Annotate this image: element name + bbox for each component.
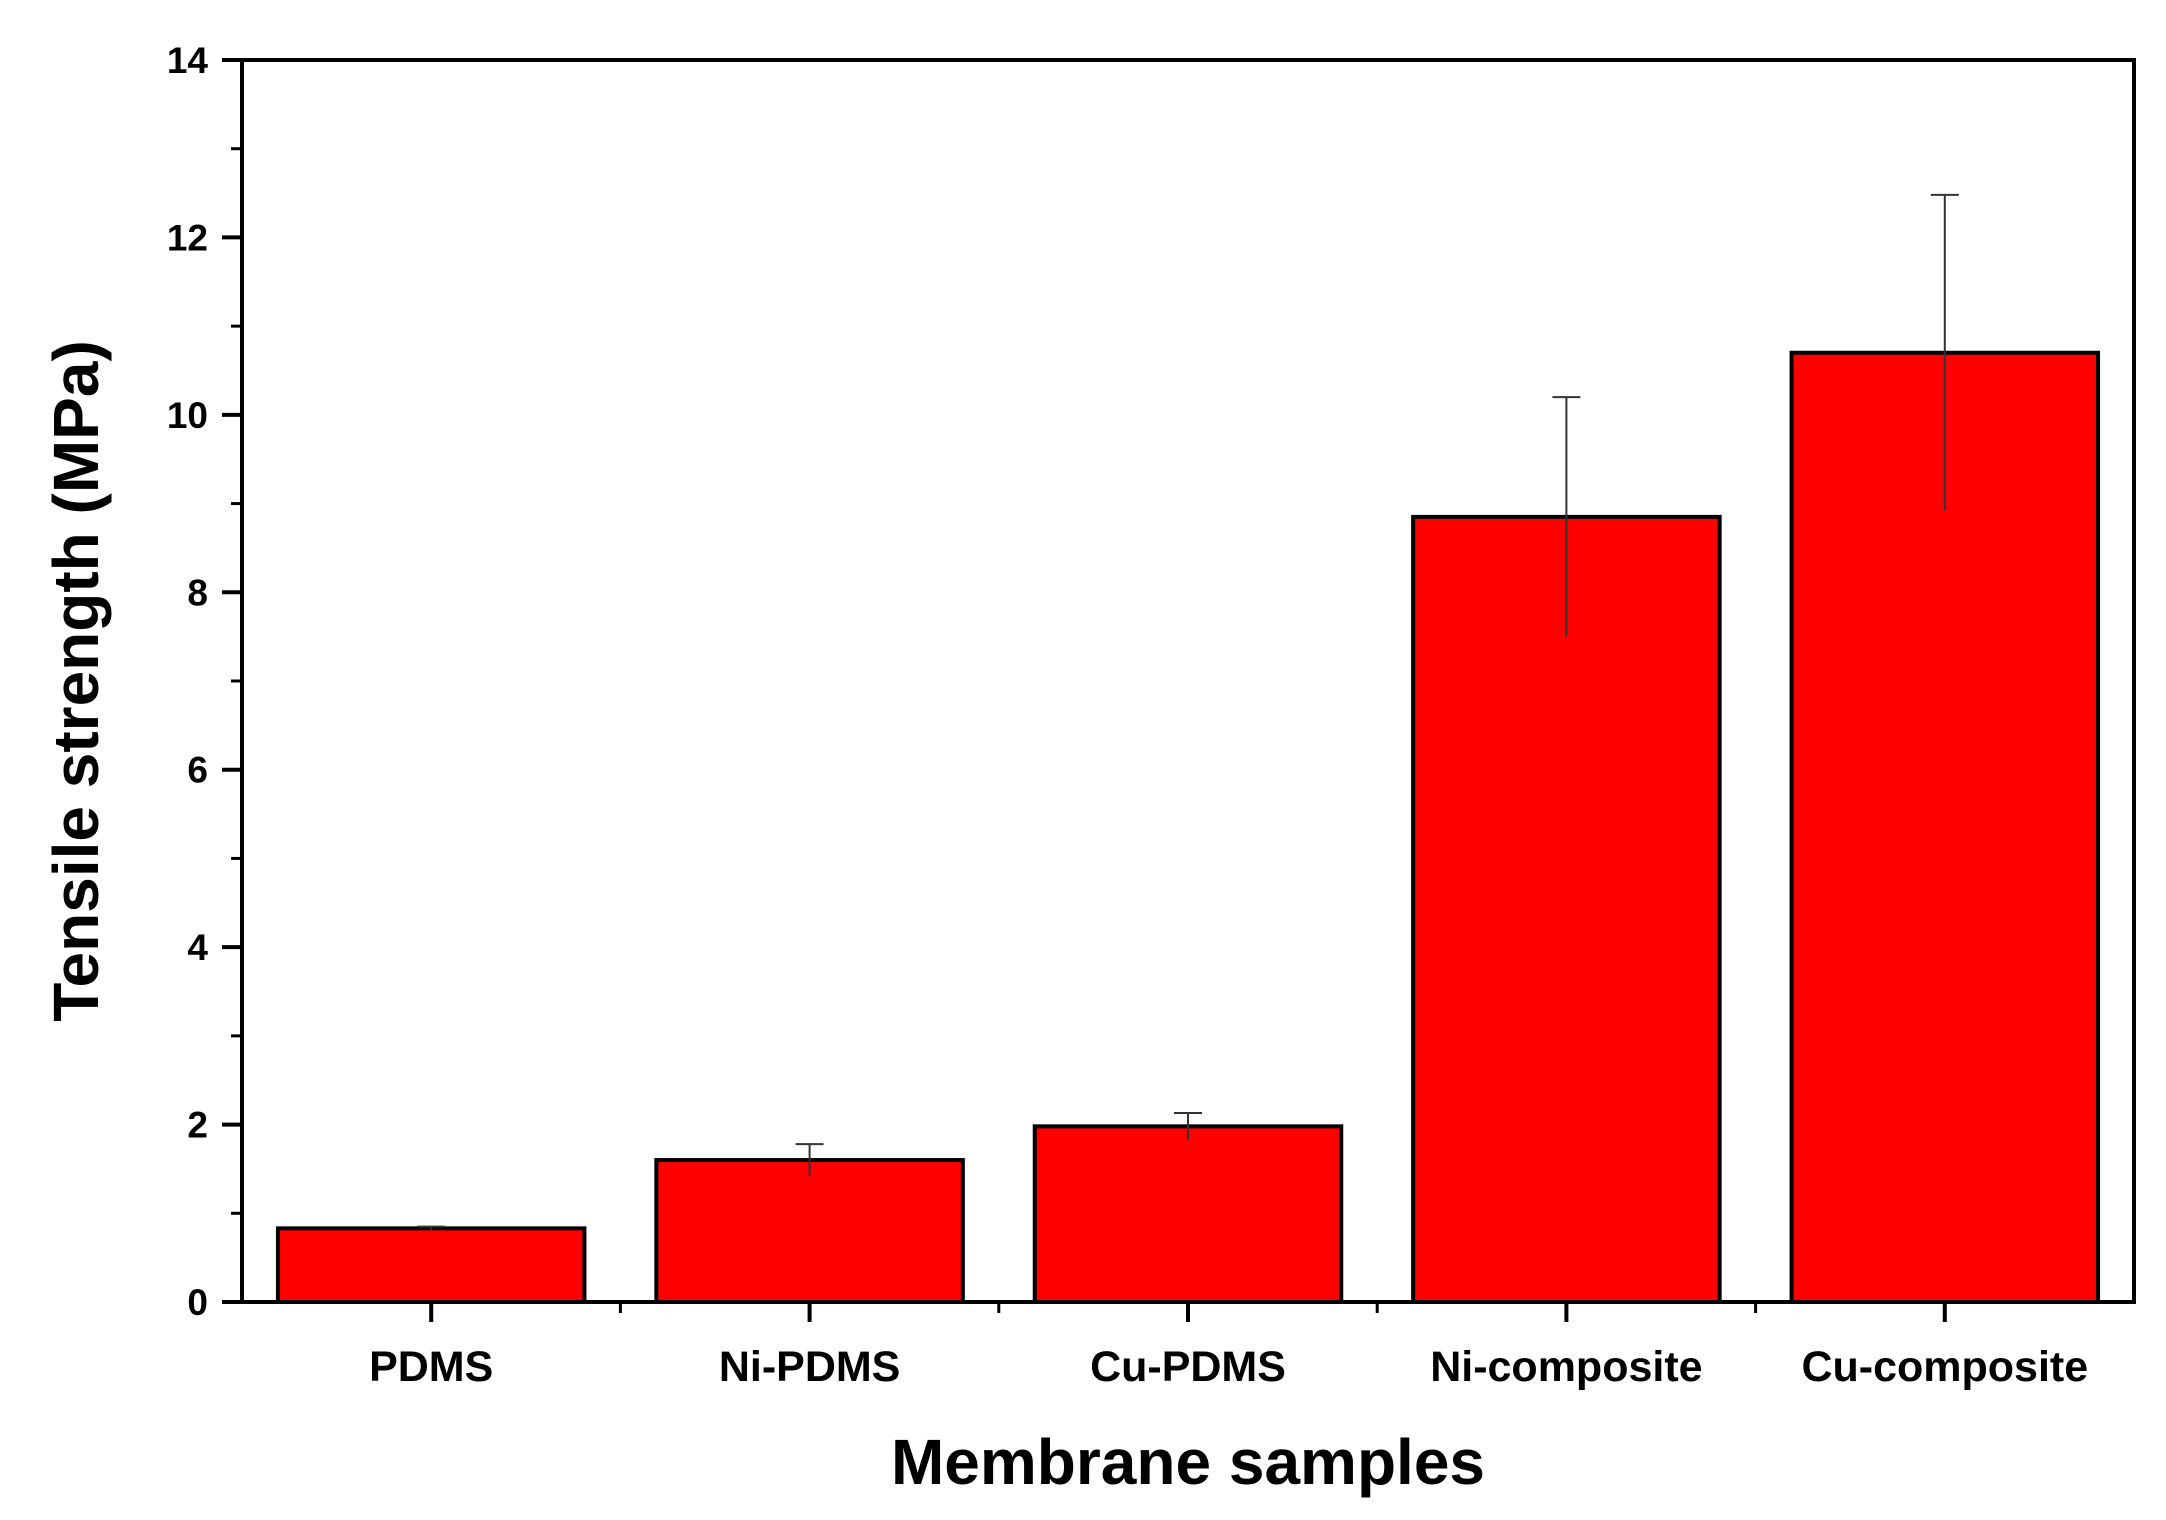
x-axis-title: Membrane samples xyxy=(891,1426,1485,1498)
bar-ni-composite xyxy=(1411,514,1722,1304)
y-tick-label: 0 xyxy=(187,1282,208,1323)
y-tick-label: 12 xyxy=(167,217,208,258)
x-axis-ticks: PDMS Ni-PDMS Cu-PDMS Ni-composite Cu-composi… xyxy=(369,1302,2088,1391)
x-tick-label-pdms: PDMS xyxy=(369,1343,493,1391)
y-axis-ticks: 0 2 4 6 8 10 12 14 xyxy=(167,40,242,1323)
y-tick-label: 2 xyxy=(187,1105,208,1146)
y-tick-label: 14 xyxy=(167,40,209,81)
bars-layer xyxy=(275,350,2101,1305)
y-tick-label: 10 xyxy=(167,395,208,436)
x-tick-label-ni-composite: Ni-composite xyxy=(1430,1343,1702,1391)
y-axis-title: Tensile strength (MPa) xyxy=(40,340,112,1022)
y-tick-label: 4 xyxy=(187,927,208,968)
x-tick-label-ni-pdms: Ni-PDMS xyxy=(719,1343,901,1391)
bar-cu-pdms xyxy=(1032,1124,1344,1304)
bar-pdms xyxy=(275,1226,587,1305)
x-tick-label-cu-pdms: Cu-PDMS xyxy=(1090,1343,1286,1391)
error-bars-layer xyxy=(417,193,1959,1231)
x-tick-label-cu-composite: Cu-composite xyxy=(1801,1343,2088,1391)
y-tick-label: 6 xyxy=(187,750,208,791)
bar-ni-pdms xyxy=(654,1158,965,1304)
y-tick-label: 8 xyxy=(187,572,208,613)
